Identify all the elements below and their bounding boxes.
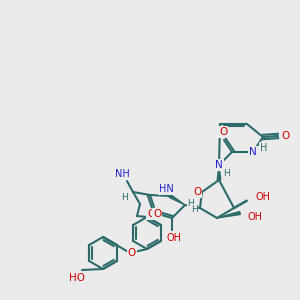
Text: N: N: [215, 160, 223, 170]
Text: N: N: [249, 147, 257, 157]
Polygon shape: [217, 165, 221, 180]
Text: H: H: [224, 169, 230, 178]
Text: O: O: [193, 187, 201, 197]
Text: O: O: [282, 131, 290, 141]
Polygon shape: [169, 195, 185, 205]
Text: NH: NH: [115, 169, 129, 179]
Text: O: O: [153, 209, 161, 219]
Text: HN: HN: [159, 184, 173, 194]
Text: OH: OH: [248, 212, 263, 222]
Text: OH: OH: [256, 192, 271, 202]
Text: HO: HO: [69, 273, 85, 283]
Text: H: H: [260, 143, 268, 153]
Text: OH: OH: [167, 233, 182, 243]
Polygon shape: [217, 212, 240, 218]
Text: O: O: [128, 248, 136, 258]
Text: H: H: [122, 193, 128, 202]
Text: O: O: [147, 209, 155, 219]
Text: O: O: [219, 127, 227, 137]
Text: H: H: [190, 205, 197, 214]
Text: H: H: [188, 199, 194, 208]
